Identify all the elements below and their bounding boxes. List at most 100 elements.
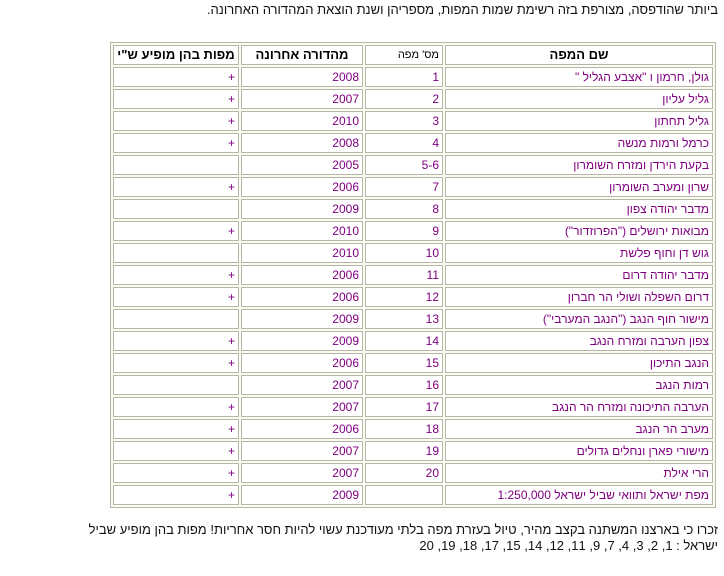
- cell-appears-mark: +: [113, 89, 239, 109]
- table-row: גליל תחתון 3 2010 +: [113, 111, 713, 131]
- cell-appears-mark: +: [113, 331, 239, 351]
- cell-last-edition: 2009: [241, 331, 363, 351]
- cell-last-edition: 2008: [241, 133, 363, 153]
- cell-appears-mark: +: [113, 287, 239, 307]
- cell-map-name: מישור חוף הנגב ("הנגב המערבי"): [445, 309, 713, 329]
- table-row: גליל עליון 2 2007 +: [113, 89, 713, 109]
- footer-warning-line: זכרו כי בארצנו המשתנה בקצב מהיר, טיול בע…: [88, 522, 718, 537]
- table-row: צפון הערבה ומזרח הנגב 14 2009 +: [113, 331, 713, 351]
- cell-appears-mark: +: [113, 111, 239, 131]
- table-row: מישור חוף הנגב ("הנגב המערבי") 13 2009: [113, 309, 713, 329]
- cell-map-name: צפון הערבה ומזרח הנגב: [445, 331, 713, 351]
- cell-map-name: גולן, חרמון ו "אצבע הגליל ": [445, 67, 713, 87]
- cell-map-name: מדבר יהודה צפון: [445, 199, 713, 219]
- cell-map-number: 5-6: [365, 155, 443, 175]
- cell-map-number: 17: [365, 397, 443, 417]
- cell-map-name: בקעת הירדן ומזרח השומרון: [445, 155, 713, 175]
- cell-map-number: 11: [365, 265, 443, 285]
- table-row: בקעת הירדן ומזרח השומרון 5-6 2005: [113, 155, 713, 175]
- cell-last-edition: 2010: [241, 221, 363, 241]
- cell-map-number: 9: [365, 221, 443, 241]
- cell-last-edition: 2007: [241, 375, 363, 395]
- cell-appears-mark: [113, 155, 239, 175]
- cell-map-number: 2: [365, 89, 443, 109]
- cell-appears-mark: +: [113, 485, 239, 505]
- cell-appears-mark: [113, 375, 239, 395]
- cell-map-name: גליל תחתון: [445, 111, 713, 131]
- table-row: מבואות ירושלים ("הפרוזדור") 9 2010 +: [113, 221, 713, 241]
- cell-map-number: 20: [365, 463, 443, 483]
- cell-map-name: מישורי פארן ונחלים גדולים: [445, 441, 713, 461]
- cell-map-number: 19: [365, 441, 443, 461]
- cell-last-edition: 2007: [241, 441, 363, 461]
- table-body: גולן, חרמון ו "אצבע הגליל " 1 2008 + גליל על…: [113, 67, 713, 505]
- cell-map-number: 15: [365, 353, 443, 373]
- column-header-map-name: שם המפה: [445, 45, 713, 65]
- table-row: מפת ישראל ותוואי שביל ישראל 1:250,000 200…: [113, 485, 713, 505]
- cell-map-name: מדבר יהודה דרום: [445, 265, 713, 285]
- cell-last-edition: 2006: [241, 419, 363, 439]
- table-row: שרון ומערב השומרון 7 2006 +: [113, 177, 713, 197]
- cell-map-name: גליל עליון: [445, 89, 713, 109]
- table-row: מדבר יהודה דרום 11 2006 +: [113, 265, 713, 285]
- table-header-row: שם המפה מס' מפה מהדורה אחרונה מפות בהן מ…: [113, 45, 713, 65]
- table-row: הנגב התיכון 15 2006 +: [113, 353, 713, 373]
- cell-appears-mark: +: [113, 463, 239, 483]
- cell-map-name: מערב הר הנגב: [445, 419, 713, 439]
- column-header-last-edition: מהדורה אחרונה: [241, 45, 363, 65]
- cell-appears-mark: [113, 243, 239, 263]
- cell-map-name: הערבה התיכונה ומזרח הר הנגב: [445, 397, 713, 417]
- cell-last-edition: 2006: [241, 287, 363, 307]
- cell-appears-mark: +: [113, 397, 239, 417]
- cell-map-name: הנגב התיכון: [445, 353, 713, 373]
- table-row: מדבר יהודה צפון 8 2009: [113, 199, 713, 219]
- cell-map-name: מבואות ירושלים ("הפרוזדור"): [445, 221, 713, 241]
- table-row: הערבה התיכונה ומזרח הר הנגב 17 2007 +: [113, 397, 713, 417]
- cell-map-number: 10: [365, 243, 443, 263]
- cell-map-number: 14: [365, 331, 443, 351]
- cell-map-name: כרמל ורמות מנשה: [445, 133, 713, 153]
- cell-map-name: הרי אילת: [445, 463, 713, 483]
- cell-last-edition: 2006: [241, 177, 363, 197]
- cell-last-edition: 2009: [241, 199, 363, 219]
- cell-map-name: גוש דן וחוף פלשת: [445, 243, 713, 263]
- table-row: מישורי פארן ונחלים גדולים 19 2007 +: [113, 441, 713, 461]
- cell-last-edition: 2010: [241, 243, 363, 263]
- table-row: גולן, חרמון ו "אצבע הגליל " 1 2008 +: [113, 67, 713, 87]
- cell-map-number: 12: [365, 287, 443, 307]
- footer-note: זכרו כי בארצנו המשתנה בקצב מהיר, טיול בע…: [6, 522, 718, 554]
- table-row: דרום השפלה ושולי הר חברון 12 2006 +: [113, 287, 713, 307]
- cell-appears-mark: +: [113, 177, 239, 197]
- cell-map-name: דרום השפלה ושולי הר חברון: [445, 287, 713, 307]
- cell-map-number: 13: [365, 309, 443, 329]
- cell-appears-mark: +: [113, 133, 239, 153]
- cell-map-number: 8: [365, 199, 443, 219]
- table-row: כרמל ורמות מנשה 4 2008 +: [113, 133, 713, 153]
- cell-appears-mark: +: [113, 441, 239, 461]
- cell-map-name: מפת ישראל ותוואי שביל ישראל 1:250,000: [445, 485, 713, 505]
- cell-map-name: שרון ומערב השומרון: [445, 177, 713, 197]
- cell-map-name: רמות הנגב: [445, 375, 713, 395]
- cell-map-number: 3: [365, 111, 443, 131]
- cell-map-number: 1: [365, 67, 443, 87]
- table-row: רמות הנגב 16 2007: [113, 375, 713, 395]
- cell-appears-mark: +: [113, 419, 239, 439]
- cell-map-number: 7: [365, 177, 443, 197]
- cell-last-edition: 2009: [241, 309, 363, 329]
- cell-appears-mark: +: [113, 265, 239, 285]
- column-header-map-number: מס' מפה: [365, 45, 443, 65]
- cell-map-number: 4: [365, 133, 443, 153]
- table-row: גוש דן וחוף פלשת 10 2010: [113, 243, 713, 263]
- cell-last-edition: 2007: [241, 463, 363, 483]
- cell-last-edition: 2006: [241, 265, 363, 285]
- table-row: מערב הר הנגב 18 2006 +: [113, 419, 713, 439]
- maps-table: שם המפה מס' מפה מהדורה אחרונה מפות בהן מ…: [110, 42, 716, 508]
- cell-appears-mark: [113, 309, 239, 329]
- cell-last-edition: 2007: [241, 397, 363, 417]
- cell-last-edition: 2010: [241, 111, 363, 131]
- cell-appears-mark: +: [113, 353, 239, 373]
- cell-map-number: [365, 485, 443, 505]
- cell-last-edition: 2008: [241, 67, 363, 87]
- cell-map-number: 16: [365, 375, 443, 395]
